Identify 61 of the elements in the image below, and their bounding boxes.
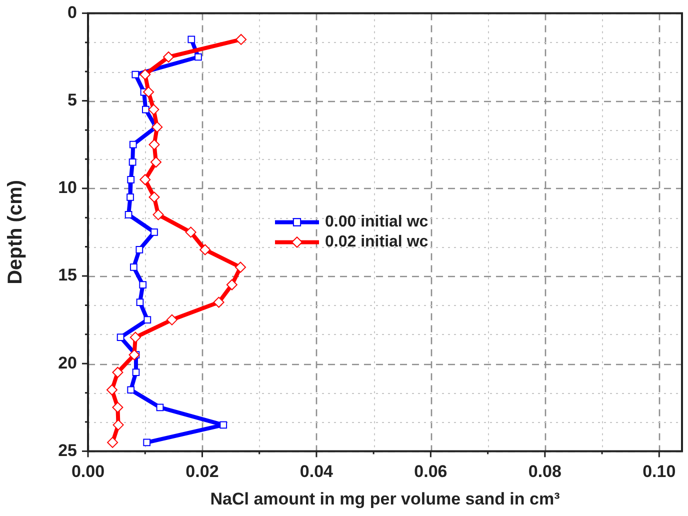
point xyxy=(132,368,140,376)
point xyxy=(156,404,164,412)
point xyxy=(152,122,163,133)
y-axis-title: Depth (cm) xyxy=(4,180,27,284)
point xyxy=(112,366,124,378)
point xyxy=(143,438,151,446)
point xyxy=(150,156,162,168)
point xyxy=(130,264,138,271)
x-tick-label: 0.08 xyxy=(528,462,562,482)
point xyxy=(213,296,224,308)
point xyxy=(188,36,196,44)
y-tick-label: 0 xyxy=(68,2,77,22)
point xyxy=(148,139,160,150)
point xyxy=(127,176,135,184)
point xyxy=(148,192,160,203)
point xyxy=(107,436,118,448)
point xyxy=(124,211,132,218)
point xyxy=(185,226,196,238)
point xyxy=(130,332,141,343)
x-tick-label: 0.00 xyxy=(71,462,105,482)
y-tick-label: 10 xyxy=(58,178,77,198)
point xyxy=(128,349,140,360)
point xyxy=(220,421,228,429)
x-axis-title: NaCl amount in mg per volume sand in cm³ xyxy=(210,489,560,508)
point xyxy=(200,244,211,256)
point xyxy=(194,53,202,61)
point xyxy=(127,386,135,394)
point xyxy=(140,69,151,80)
point xyxy=(148,104,160,116)
legend-label: 0.00 initial wc xyxy=(325,214,428,231)
point xyxy=(152,209,164,220)
y-tick-label: 15 xyxy=(58,266,77,285)
point xyxy=(143,86,154,98)
x-tick-label: 0.04 xyxy=(300,462,334,482)
point xyxy=(144,316,152,324)
point xyxy=(116,334,124,341)
point xyxy=(163,52,174,62)
point xyxy=(235,262,246,273)
point xyxy=(106,384,118,396)
y-tick-label: 5 xyxy=(68,90,77,110)
x-tick-label: 0.10 xyxy=(642,462,676,482)
point xyxy=(112,419,124,430)
point xyxy=(139,281,147,288)
y-tick-label: 25 xyxy=(58,440,77,460)
point xyxy=(236,34,247,45)
x-tick-label: 0.02 xyxy=(186,462,219,482)
point xyxy=(142,106,150,114)
point xyxy=(128,158,136,166)
point xyxy=(129,140,137,148)
x-tick-label: 0.06 xyxy=(414,462,448,482)
y-tick-label: 20 xyxy=(58,353,77,372)
point xyxy=(150,228,158,236)
point xyxy=(132,70,140,78)
point xyxy=(226,279,238,290)
point xyxy=(166,314,178,326)
point xyxy=(140,174,151,186)
point xyxy=(136,298,144,306)
legend-label: 0.02 initial wc xyxy=(325,234,428,251)
point xyxy=(112,402,124,413)
point xyxy=(136,246,144,254)
point xyxy=(126,193,134,201)
